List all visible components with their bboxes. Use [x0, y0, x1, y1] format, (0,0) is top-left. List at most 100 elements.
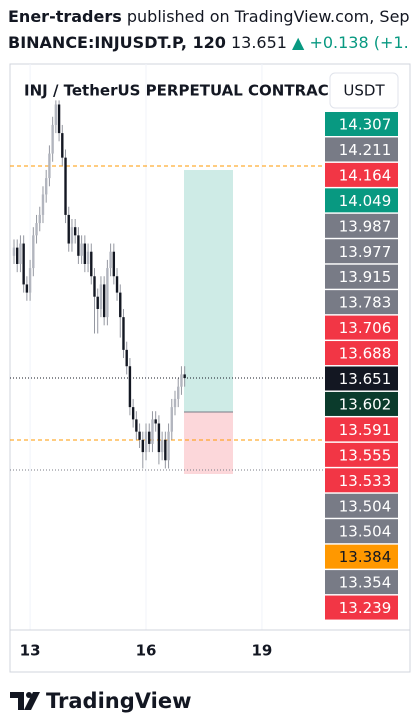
price-tag — [325, 366, 398, 391]
price-tag-label: 13.239 — [339, 599, 392, 617]
candle-body — [22, 243, 25, 285]
price-tag-label: 13.987 — [339, 217, 392, 235]
candle-body — [173, 398, 177, 408]
change: +0.138 (+1. — [309, 33, 409, 52]
price-tag-label: 13.504 — [339, 523, 392, 541]
candle-body — [61, 133, 64, 158]
target-zone — [184, 170, 233, 412]
price-tag-label: 14.164 — [339, 166, 392, 184]
candle-body — [106, 268, 109, 318]
arrow: ▲ — [292, 33, 305, 52]
candle-body — [151, 419, 154, 444]
candle-body — [51, 124, 54, 154]
candle-body — [131, 407, 135, 420]
price-tag — [325, 239, 398, 264]
currency-label: USDT — [343, 82, 385, 100]
candle-body — [12, 247, 16, 256]
candle-body — [157, 423, 161, 453]
candle-body — [38, 214, 41, 224]
candle-body — [170, 407, 173, 432]
price-tag-label: 13.354 — [339, 574, 392, 592]
price-tag — [325, 391, 398, 416]
candle-body — [119, 292, 122, 318]
candle-body — [164, 439, 167, 461]
candle-body — [125, 349, 128, 367]
candle-body — [48, 153, 51, 179]
price-tag-label: 14.211 — [339, 141, 392, 159]
candle-body — [80, 243, 83, 256]
price-tag-label: 13.651 — [339, 370, 392, 388]
price-tag-label: 14.049 — [339, 192, 392, 210]
price-tag-label: 13.555 — [339, 446, 392, 464]
candle-body — [73, 227, 77, 236]
price-tag — [325, 315, 398, 340]
price-tag — [325, 595, 398, 620]
candle-body — [67, 214, 70, 244]
brand: TradingView — [46, 689, 191, 713]
price-tag-label: 13.706 — [339, 319, 392, 337]
candle-body — [154, 419, 157, 424]
candle-body — [180, 374, 183, 387]
candle-body — [77, 235, 80, 256]
author: Ener-traders — [8, 7, 122, 26]
price-tag-label: 14.307 — [339, 116, 392, 134]
candle-body — [144, 431, 148, 453]
candle-body — [177, 386, 180, 399]
price-tag — [325, 290, 398, 315]
price-tag-label: 13.688 — [339, 345, 392, 363]
candle-body — [57, 104, 61, 134]
candle-body — [64, 157, 67, 215]
price-tag-label: 13.977 — [339, 243, 392, 261]
candle-body — [83, 243, 87, 264]
price-tag-label: 13.504 — [339, 497, 392, 515]
candle-body — [96, 296, 99, 309]
candle-body — [183, 374, 186, 379]
candle-body — [70, 227, 74, 244]
candle-body — [135, 419, 138, 432]
price-tag — [325, 519, 398, 544]
price-tag-label: 13.384 — [339, 548, 392, 566]
x-tick-label: 19 — [252, 642, 273, 660]
symbol: BINANCE:INJUSDT.P, 120 — [8, 33, 226, 52]
header-line: BINANCE:INJUSDT.P, 120 13.651 ▲ +0.138 (… — [8, 33, 409, 52]
price-tag — [325, 493, 398, 518]
candle-body — [115, 276, 119, 293]
price-tag — [325, 417, 398, 442]
x-tick-label: 13 — [20, 642, 41, 660]
candle-body — [25, 284, 29, 293]
currency-button[interactable] — [329, 72, 399, 109]
price-tag-label: 13.915 — [339, 268, 392, 286]
price-tag-label: 13.591 — [339, 421, 392, 439]
header-line: Ener-traders published on TradingView.co… — [8, 7, 410, 26]
candle-body — [93, 276, 96, 297]
candle-body — [90, 251, 93, 277]
price-tag — [325, 264, 398, 289]
candle-body — [16, 247, 19, 264]
price-tag — [325, 442, 398, 467]
candle-body — [109, 251, 112, 269]
price-tag-label: 13.783 — [339, 294, 392, 312]
price-tag — [325, 544, 398, 569]
candle-body — [112, 251, 116, 277]
candle-body — [86, 251, 90, 264]
candle-body — [167, 431, 170, 461]
published: published on TradingView.com, Sep — [126, 7, 410, 26]
candle-body — [138, 431, 141, 440]
price-tag — [325, 188, 398, 213]
candle-body — [99, 284, 103, 309]
candle-body — [54, 104, 58, 125]
stop-zone — [184, 412, 233, 474]
candle-body — [35, 223, 38, 236]
candle-body — [19, 243, 22, 264]
candle-body — [148, 431, 151, 444]
candle-body — [128, 366, 132, 408]
logo — [10, 692, 40, 710]
price-tag — [325, 162, 398, 187]
candle-body — [122, 317, 125, 350]
last-price: 13.651 — [230, 33, 287, 52]
price-tag — [325, 341, 398, 366]
candle-body — [28, 268, 32, 293]
candle-body — [160, 439, 164, 453]
